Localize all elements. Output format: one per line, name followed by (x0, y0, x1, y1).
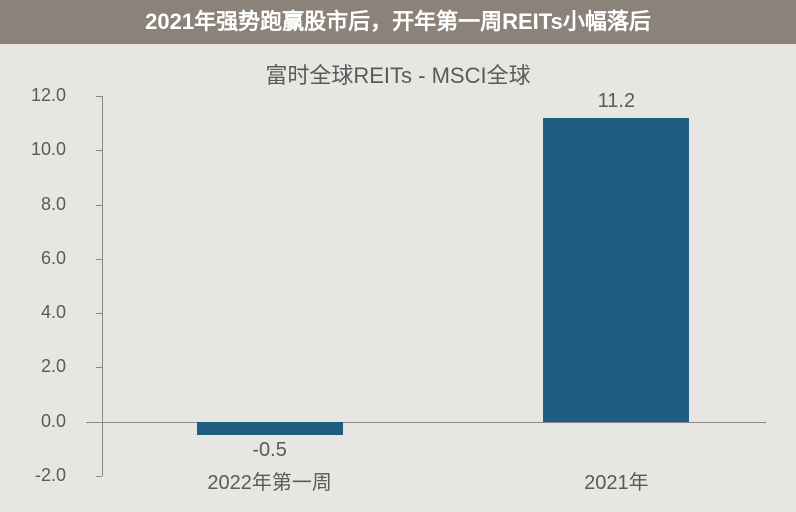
y-axis-line (102, 96, 103, 476)
bar-value-label: -0.5 (210, 439, 330, 462)
bar (197, 422, 343, 436)
plot-region: -0.52022年第一周11.22021年 (86, 96, 766, 476)
bar-value-label: 11.2 (556, 90, 676, 113)
header-title: 2021年强势跑赢股市后，开年第一周REITs小幅落后 (145, 9, 651, 34)
y-tick-label: 0.0 (0, 411, 66, 432)
bar (543, 118, 689, 422)
chart-subtitle: 富时全球REITs - MSCI全球 (0, 58, 796, 90)
y-tick-mark (96, 476, 102, 477)
y-tick-label: -2.0 (0, 465, 66, 486)
y-tick-label: 10.0 (0, 139, 66, 160)
y-tick-label: 8.0 (0, 194, 66, 215)
y-tick-label: 6.0 (0, 248, 66, 269)
y-tick-label: 4.0 (0, 302, 66, 323)
y-tick-label: 12.0 (0, 85, 66, 106)
x-category-label: 2022年第一周 (140, 466, 400, 495)
zero-line (86, 422, 766, 423)
x-category-label: 2021年 (486, 466, 746, 495)
y-tick-label: 2.0 (0, 356, 66, 377)
chart-header: 2021年强势跑赢股市后，开年第一周REITs小幅落后 (0, 0, 796, 44)
chart-area: 富时全球REITs - MSCI全球 -0.52022年第一周11.22021年… (0, 44, 796, 512)
